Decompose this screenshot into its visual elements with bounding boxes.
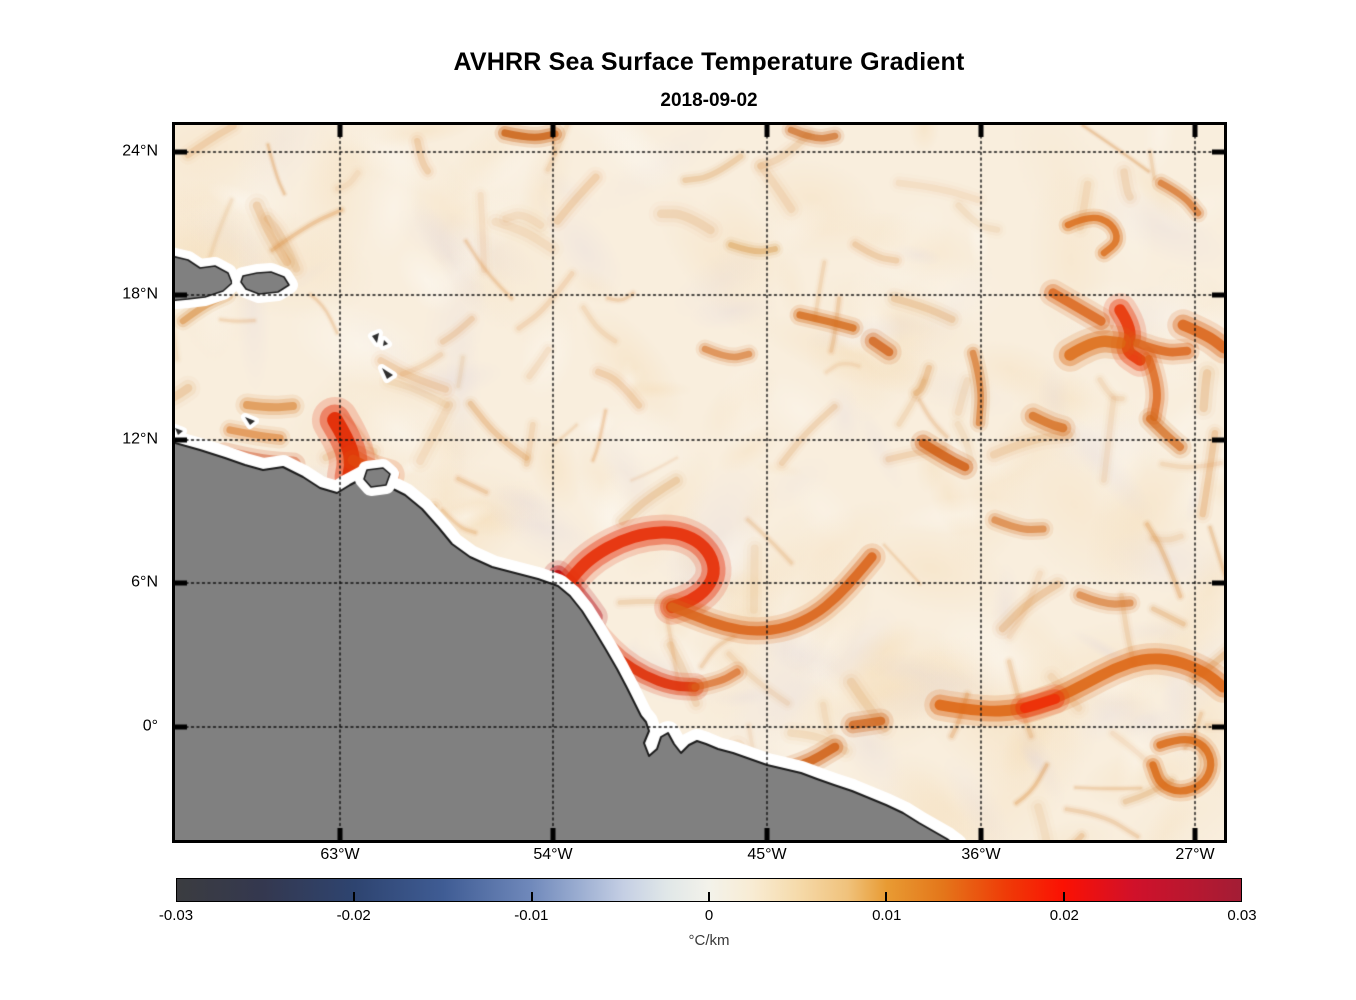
colorbar-tick-label: 0.01 [872,907,902,924]
sst-gradient-map-canvas [175,125,1224,840]
axis-tick-label: 54°W [533,846,573,863]
colorbar-tick-label: 0 [704,907,714,924]
colorbar-tick-label: -0.02 [336,907,371,924]
colorbar [176,878,1242,902]
axis-tick-label: 12°N [122,430,158,448]
colorbar-tick [530,892,533,901]
axis-tick-label: 36°W [961,846,1001,863]
colorbar-tick [885,892,888,901]
colorbar-tick-label: -0.01 [514,907,549,924]
colorbar-tick [353,892,356,901]
axis-tick-label: 63°W [320,846,360,863]
colorbar-tick-labels: -0.03 -0.02 -0.01 0 0.01 0.02 0.03 [159,907,1257,927]
map-plot-area [172,122,1227,843]
axis-tick-label: 18°N [122,285,158,303]
colorbar-unit-label: °C/km [688,932,730,949]
colorbar-tick-label: -0.03 [158,907,194,924]
axis-tick-label: 24°N [122,142,158,160]
latitude-axis: 24°N 18°N 12°N 6°N 0° [0,125,166,840]
colorbar-tick-label: 0.02 [1049,907,1079,924]
colorbar-tick [1062,892,1065,901]
axis-tick-label: 45°W [747,846,787,863]
axis-tick-label: 0° [142,717,158,735]
axis-tick-label: 6°N [131,573,158,591]
plot-subtitle: 2018-09-02 [660,90,758,111]
colorbar-tick-label: 0.03 [1227,907,1257,924]
colorbar-tick [708,892,710,901]
plot-title: AVHRR Sea Surface Temperature Gradient [453,48,965,76]
axis-tick-label: 27°W [1175,846,1215,863]
longitude-axis: 63°W 54°W 45°W 36°W 27°W [175,846,1224,872]
